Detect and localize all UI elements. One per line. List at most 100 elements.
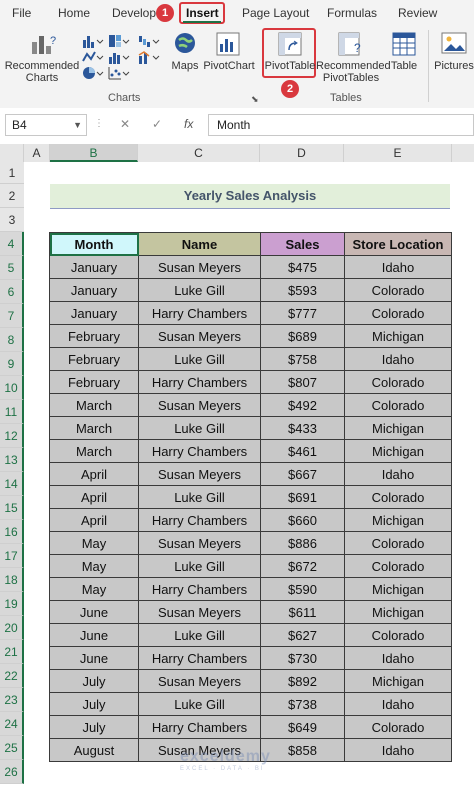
cell-name[interactable]: Susan Meyers xyxy=(138,600,261,624)
row-header[interactable]: 2 xyxy=(0,184,24,208)
cell-store-location[interactable]: Idaho xyxy=(344,347,452,371)
cancel-icon[interactable]: ✕ xyxy=(120,117,131,131)
insert-function-icon[interactable]: fx xyxy=(184,117,194,131)
row-header[interactable]: 25 xyxy=(0,736,24,760)
cell-store-location[interactable]: Colorado xyxy=(344,393,452,417)
cell-name[interactable]: Susan Meyers xyxy=(138,738,261,762)
cell-store-location[interactable]: Michigan xyxy=(344,600,452,624)
cell-store-location[interactable]: Colorado xyxy=(344,370,452,394)
cell-month[interactable]: April xyxy=(49,508,139,532)
cell-name[interactable]: Susan Meyers xyxy=(138,255,261,279)
cell-sales[interactable]: $649 xyxy=(260,715,345,739)
cell-store-location[interactable]: Colorado xyxy=(344,485,452,509)
maps-icon[interactable] xyxy=(174,32,196,59)
table-label[interactable]: Table xyxy=(390,60,418,72)
waterfall-chart-icon[interactable] xyxy=(138,34,160,53)
cell-store-location[interactable]: Michigan xyxy=(344,669,452,693)
column-header-d[interactable]: D xyxy=(260,144,344,162)
cell-store-location[interactable]: Idaho xyxy=(344,462,452,486)
cell-sales[interactable]: $660 xyxy=(260,508,345,532)
cell-store-location[interactable]: Michigan xyxy=(344,508,452,532)
cell-month[interactable]: May xyxy=(49,554,139,578)
cell-name[interactable]: Susan Meyers xyxy=(138,669,261,693)
header-month[interactable]: Month xyxy=(49,232,139,256)
column-header-b[interactable]: B xyxy=(50,144,138,162)
row-header[interactable]: 1 xyxy=(0,162,24,184)
cell-store-location[interactable]: Michigan xyxy=(344,324,452,348)
cell-month[interactable]: July xyxy=(49,692,139,716)
cell-store-location[interactable]: Michigan xyxy=(344,416,452,440)
more-options-icon[interactable]: ⋮ xyxy=(94,118,104,129)
cell-name[interactable]: Luke Gill xyxy=(138,692,261,716)
cell-store-location[interactable]: Colorado xyxy=(344,715,452,739)
pie-chart-icon[interactable] xyxy=(82,66,104,85)
table-icon[interactable] xyxy=(392,32,416,61)
tab-home[interactable]: Home xyxy=(58,6,91,20)
row-header[interactable]: 22 xyxy=(0,664,24,688)
chevron-down-icon[interactable]: ▼ xyxy=(73,120,82,130)
cell-sales[interactable]: $461 xyxy=(260,439,345,463)
cell-sales[interactable]: $730 xyxy=(260,646,345,670)
cell-name[interactable]: Harry Chambers xyxy=(138,508,261,532)
cell-sales[interactable]: $858 xyxy=(260,738,345,762)
cell-sales[interactable]: $593 xyxy=(260,278,345,302)
header-store-location[interactable]: Store Location xyxy=(344,232,452,256)
sheet-title[interactable]: Yearly Sales Analysis xyxy=(50,184,450,209)
row-header[interactable]: 23 xyxy=(0,688,24,712)
cell-store-location[interactable]: Michigan xyxy=(344,439,452,463)
cell-sales[interactable]: $611 xyxy=(260,600,345,624)
pictures-label[interactable]: Pictures xyxy=(434,60,474,72)
cell-name[interactable]: Susan Meyers xyxy=(138,531,261,555)
cell-month[interactable]: May xyxy=(49,577,139,601)
cell-month[interactable]: March xyxy=(49,393,139,417)
cell-month[interactable]: February xyxy=(49,347,139,371)
recommended-pivot-tables-icon[interactable]: ? xyxy=(338,32,364,61)
cell-sales[interactable]: $689 xyxy=(260,324,345,348)
cell-sales[interactable]: $738 xyxy=(260,692,345,716)
cell-store-location[interactable]: Idaho xyxy=(344,255,452,279)
cell-month[interactable]: January xyxy=(49,255,139,279)
cell-sales[interactable]: $492 xyxy=(260,393,345,417)
pictures-icon[interactable] xyxy=(441,32,467,59)
row-header[interactable]: 19 xyxy=(0,592,24,616)
cell-sales[interactable]: $667 xyxy=(260,462,345,486)
tab-developer[interactable]: Develope xyxy=(112,6,163,20)
row-header[interactable]: 6 xyxy=(0,280,24,304)
pivot-table-button[interactable]: PivotTable xyxy=(264,60,316,72)
cell-month[interactable]: August xyxy=(49,738,139,762)
cell-name[interactable]: Susan Meyers xyxy=(138,393,261,417)
cell-month[interactable]: April xyxy=(49,462,139,486)
column-header-c[interactable]: C xyxy=(138,144,260,162)
row-header[interactable]: 26 xyxy=(0,760,24,784)
row-header[interactable]: 17 xyxy=(0,544,24,568)
cell-name[interactable]: Harry Chambers xyxy=(138,715,261,739)
row-header[interactable]: 13 xyxy=(0,448,24,472)
cell-sales[interactable]: $777 xyxy=(260,301,345,325)
cell-store-location[interactable]: Michigan xyxy=(344,577,452,601)
cell-store-location[interactable]: Idaho xyxy=(344,692,452,716)
row-header[interactable]: 4 xyxy=(0,232,24,256)
cell-month[interactable]: January xyxy=(49,301,139,325)
cell-sales[interactable]: $886 xyxy=(260,531,345,555)
enter-icon[interactable]: ✓ xyxy=(152,117,163,131)
tab-insert[interactable]: Insert xyxy=(186,6,219,20)
cell-name[interactable]: Harry Chambers xyxy=(138,301,261,325)
column-header-e[interactable]: E xyxy=(344,144,452,162)
cell-month[interactable]: April xyxy=(49,485,139,509)
column-header-a[interactable]: A xyxy=(24,144,50,162)
column-chart-icon[interactable] xyxy=(82,34,104,53)
cell-month[interactable]: June xyxy=(49,600,139,624)
statistic-chart-icon[interactable] xyxy=(108,50,130,69)
cell-month[interactable]: June xyxy=(49,623,139,647)
row-header[interactable]: 21 xyxy=(0,640,24,664)
hierarchy-chart-icon[interactable] xyxy=(108,34,130,53)
tab-page-layout[interactable]: Page Layout xyxy=(242,6,310,20)
cell-name[interactable]: Luke Gill xyxy=(138,623,261,647)
cell-store-location[interactable]: Colorado xyxy=(344,278,452,302)
cell-name[interactable]: Susan Meyers xyxy=(138,324,261,348)
row-header[interactable]: 11 xyxy=(0,400,24,424)
row-header[interactable]: 14 xyxy=(0,472,24,496)
cell-sales[interactable]: $691 xyxy=(260,485,345,509)
row-header[interactable]: 18 xyxy=(0,568,24,592)
cell-store-location[interactable]: Colorado xyxy=(344,301,452,325)
